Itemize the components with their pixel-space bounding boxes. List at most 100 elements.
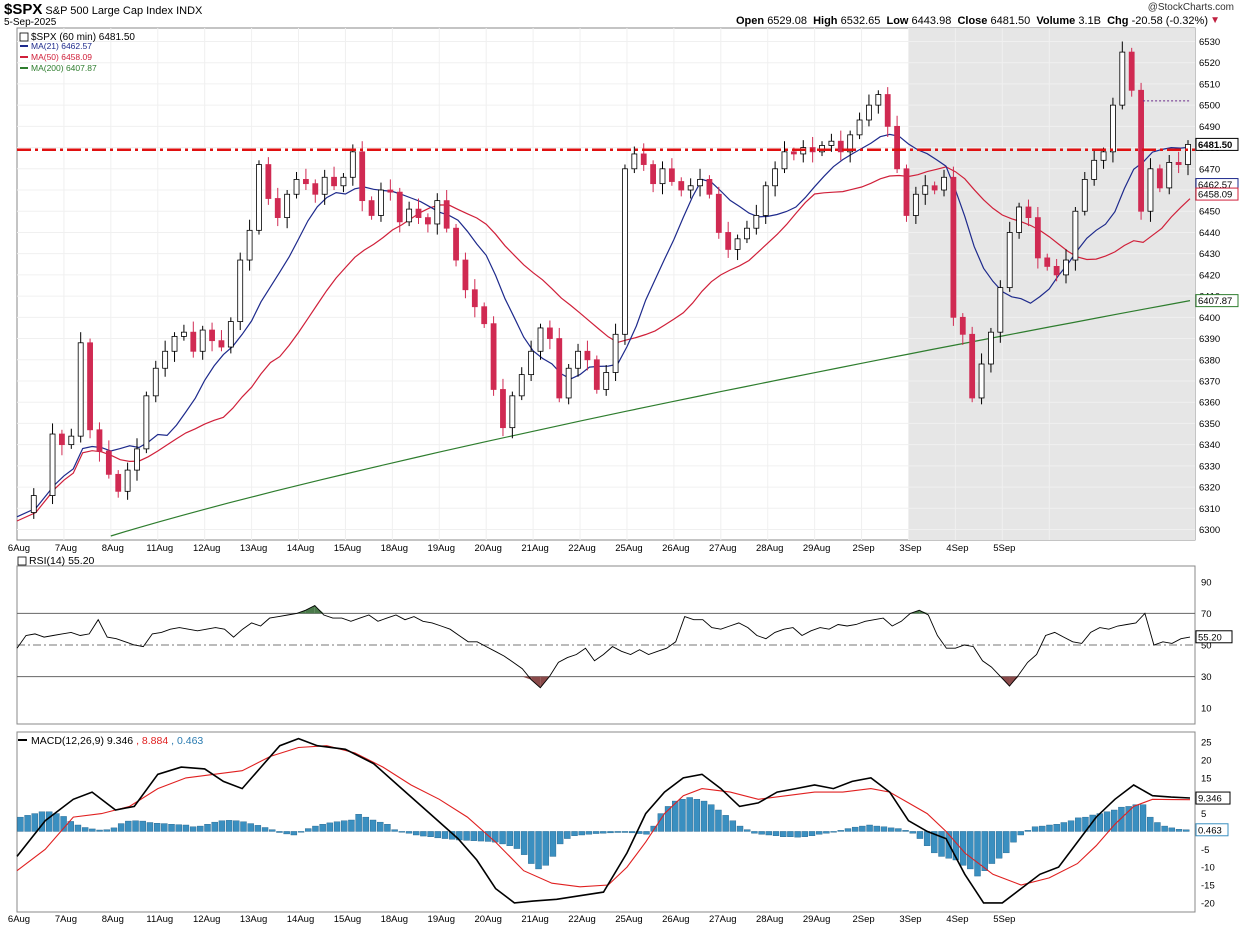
candle-body xyxy=(978,363,985,399)
candle-body xyxy=(1100,151,1107,161)
macd-histogram-bar xyxy=(499,831,506,845)
macd-hist-tag: 0.463 xyxy=(1198,825,1222,836)
macd-histogram-bar xyxy=(333,821,341,832)
macd-tick-label: 25 xyxy=(1201,738,1212,749)
rsi-tick-label: 10 xyxy=(1201,704,1212,715)
price-tick-label: 6430 xyxy=(1199,249,1220,260)
low-label: Low xyxy=(886,15,909,27)
volume-label: Volume xyxy=(1036,15,1076,27)
date-tick-label-bottom: 8Aug xyxy=(102,914,124,925)
candle-body xyxy=(1025,206,1032,219)
price-tick-label: 6500 xyxy=(1199,101,1220,112)
macd-legend-macd: 9.346 xyxy=(107,735,133,747)
macd-histogram-bar xyxy=(1060,822,1068,832)
candle-body xyxy=(246,229,253,261)
macd-legend-signal: , xyxy=(136,735,142,747)
macd-histogram-bar xyxy=(305,828,312,832)
candle-body xyxy=(274,198,281,219)
macd-histogram-bar xyxy=(441,831,449,839)
rsi-layer xyxy=(16,604,1195,689)
macd-histogram-bar xyxy=(139,820,146,832)
macd-histogram-bar xyxy=(477,831,485,842)
candle-body xyxy=(856,119,863,136)
candle-body xyxy=(884,94,891,127)
macd-histogram-bar xyxy=(283,831,290,835)
candle-body xyxy=(668,168,675,182)
macd-histogram-bar xyxy=(506,831,513,846)
date-tick-label: 8Aug xyxy=(102,543,124,554)
macd-histogram-bar xyxy=(959,831,967,866)
macd-histogram-bar xyxy=(585,831,593,835)
price-tick-label: 6350 xyxy=(1199,419,1220,430)
date-tick-label-bottom: 11Aug xyxy=(146,914,173,925)
price-tick-label: 6380 xyxy=(1199,355,1220,366)
macd-value-tag-box xyxy=(1195,791,1231,805)
candle-body xyxy=(77,342,84,437)
date-tick-label-bottom: 18Aug xyxy=(381,914,408,925)
candle-body xyxy=(781,151,788,170)
close-value: 6481.50 xyxy=(990,15,1031,27)
macd-histogram-bar xyxy=(412,831,420,836)
date-tick-label: 27Aug xyxy=(709,543,736,554)
macd-histogram-bar xyxy=(1139,804,1147,832)
candle-body xyxy=(734,238,741,250)
macd-histogram-bar xyxy=(1017,831,1024,836)
price-layer xyxy=(16,28,1195,540)
macd-tick-label: -10 xyxy=(1201,863,1215,874)
macd-histogram-bar xyxy=(787,831,794,837)
macd-histogram-bar xyxy=(736,825,744,832)
macd-histogram-bar xyxy=(693,799,701,832)
macd-histogram-bar xyxy=(484,831,492,842)
close-label: Close xyxy=(957,15,988,27)
candle-body xyxy=(227,321,234,348)
candle-body xyxy=(424,217,431,225)
candle-body xyxy=(931,185,938,191)
candle-body xyxy=(1063,259,1069,276)
macd-histogram-bar xyxy=(549,831,557,857)
macd-histogram-bar xyxy=(823,831,830,834)
date-tick-label: 6Aug xyxy=(8,543,30,554)
price-tick-label: 6470 xyxy=(1199,164,1220,175)
macd-histogram-bar xyxy=(1161,825,1168,832)
macd-histogram-bar xyxy=(765,831,773,836)
candle-body xyxy=(612,333,619,373)
macd-histogram-bar xyxy=(967,831,974,870)
candle-body xyxy=(837,140,844,153)
candle-body xyxy=(640,153,647,165)
stockcharts-brand[interactable]: @StockCharts.com xyxy=(1147,2,1234,13)
macd-histogram-bar xyxy=(722,815,729,832)
candle-body xyxy=(415,208,422,219)
macd-histogram-bar xyxy=(312,825,319,832)
macd-histogram-bar xyxy=(758,831,765,835)
macd-histogram-bar xyxy=(254,825,262,832)
price-tick-label: 6420 xyxy=(1199,270,1220,281)
candle-body xyxy=(584,350,591,361)
macd-histogram-bar xyxy=(535,831,542,870)
macd-legend-signal-value: 8.884 xyxy=(142,735,168,747)
date-tick-label: 25Aug xyxy=(615,543,642,554)
ma21-legend: MA(21) 6462.57 xyxy=(31,41,92,51)
macd-histogram-bar xyxy=(815,831,823,835)
candle-body xyxy=(368,200,375,216)
macd-tick-label: -5 xyxy=(1201,845,1209,856)
candle-body xyxy=(537,327,544,352)
date-tick-label-bottom: 15Aug xyxy=(334,914,361,925)
macd-histogram-bar xyxy=(887,827,895,832)
ma21-tag: 6462.57 xyxy=(1198,180,1232,191)
macd-legend-title: MACD(12,26,9) xyxy=(31,735,104,747)
macd-histogram-bar xyxy=(851,826,859,832)
ma200-line xyxy=(110,300,1191,537)
volume-value: 3.1B xyxy=(1078,15,1101,27)
macd-histogram-bar xyxy=(607,831,614,834)
macd-histogram-bar xyxy=(664,806,672,832)
macd-histogram-bar xyxy=(556,831,564,845)
macd-histogram-bar xyxy=(794,831,801,838)
macd-histogram-bar xyxy=(161,823,168,832)
macd-tick-label: 5 xyxy=(1201,809,1206,820)
candle-body xyxy=(650,164,657,185)
candle-body xyxy=(443,200,450,229)
date-tick-label: 2Sep xyxy=(852,543,874,554)
candle-body xyxy=(622,168,628,335)
candle-body xyxy=(124,469,131,492)
date-tick-label: 26Aug xyxy=(662,543,689,554)
